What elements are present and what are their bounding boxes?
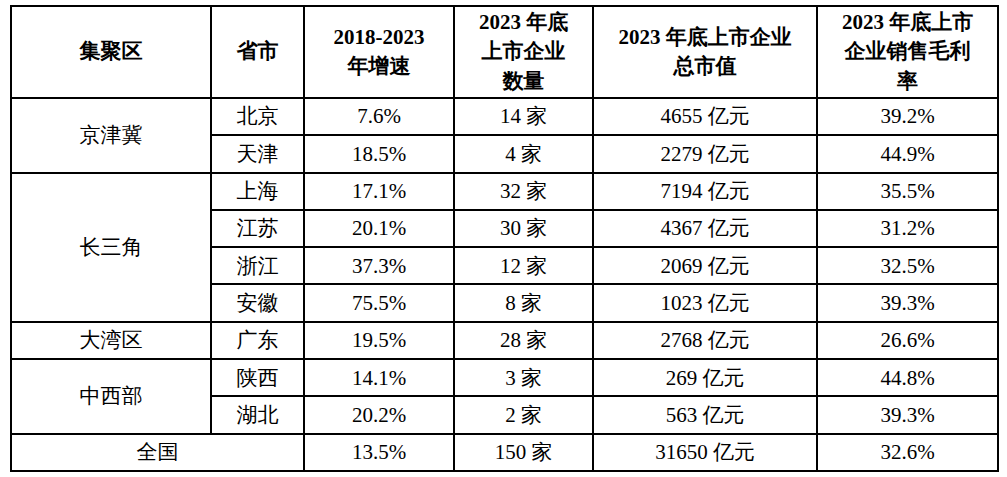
cell-cluster: 大湾区	[11, 322, 211, 359]
cell-marketcap: 7194 亿元	[593, 173, 817, 210]
cell-province: 陕西	[211, 359, 304, 396]
cell-province: 江苏	[211, 210, 304, 247]
cell-province: 安徽	[211, 284, 304, 321]
table-row: 京津冀 北京 7.6% 14 家 4655 亿元 39.2%	[11, 98, 998, 135]
cell-province: 天津	[211, 135, 304, 172]
col-header-count: 2023 年底 上市企业 数量	[454, 6, 593, 98]
cell-marketcap: 2279 亿元	[593, 135, 817, 172]
cell-margin: 39.3%	[817, 396, 998, 433]
cell-growth: 20.2%	[304, 396, 454, 433]
cell-marketcap: 563 亿元	[593, 396, 817, 433]
cell-margin: 26.6%	[817, 322, 998, 359]
cell-count: 3 家	[454, 359, 593, 396]
cell-margin: 32.6%	[817, 434, 998, 471]
cell-margin: 35.5%	[817, 173, 998, 210]
cluster-stats-table: 集聚区 省市 2018-2023 年增速 2023 年底 上市企业 数量 202…	[10, 5, 999, 472]
cell-growth: 37.3%	[304, 247, 454, 284]
cell-count: 32 家	[454, 173, 593, 210]
cell-cluster: 中西部	[11, 359, 211, 434]
cell-marketcap: 2069 亿元	[593, 247, 817, 284]
cell-count: 30 家	[454, 210, 593, 247]
col-header-margin: 2023 年底上市 企业销售毛利 率	[817, 6, 998, 98]
cell-province: 北京	[211, 98, 304, 135]
table-row: 长三角 上海 17.1% 32 家 7194 亿元 35.5%	[11, 173, 998, 210]
table-row: 中西部 陕西 14.1% 3 家 269 亿元 44.8%	[11, 359, 998, 396]
cell-count: 8 家	[454, 284, 593, 321]
cell-growth: 7.6%	[304, 98, 454, 135]
cell-cluster: 长三角	[11, 173, 211, 322]
table-row: 大湾区 广东 19.5% 28 家 2768 亿元 26.6%	[11, 322, 998, 359]
cell-margin: 44.9%	[817, 135, 998, 172]
cell-province: 湖北	[211, 396, 304, 433]
document-page: 集聚区 省市 2018-2023 年增速 2023 年底 上市企业 数量 202…	[0, 0, 1007, 477]
cell-margin: 32.5%	[817, 247, 998, 284]
cell-count: 2 家	[454, 396, 593, 433]
cell-growth: 17.1%	[304, 173, 454, 210]
cell-growth: 18.5%	[304, 135, 454, 172]
cell-count: 14 家	[454, 98, 593, 135]
cell-margin: 31.2%	[817, 210, 998, 247]
cell-total-label: 全国	[11, 434, 304, 471]
cell-count: 28 家	[454, 322, 593, 359]
cell-province: 广东	[211, 322, 304, 359]
cell-cluster: 京津冀	[11, 98, 211, 173]
col-header-marketcap: 2023 年底上市企业 总市值	[593, 6, 817, 98]
cell-count: 12 家	[454, 247, 593, 284]
cell-margin: 39.2%	[817, 98, 998, 135]
cell-growth: 19.5%	[304, 322, 454, 359]
cell-count: 4 家	[454, 135, 593, 172]
cell-growth: 20.1%	[304, 210, 454, 247]
cell-margin: 44.8%	[817, 359, 998, 396]
cell-marketcap: 1023 亿元	[593, 284, 817, 321]
cell-marketcap: 4367 亿元	[593, 210, 817, 247]
cell-marketcap: 2768 亿元	[593, 322, 817, 359]
cell-province: 上海	[211, 173, 304, 210]
cell-growth: 14.1%	[304, 359, 454, 396]
cell-growth: 13.5%	[304, 434, 454, 471]
header-row: 集聚区 省市 2018-2023 年增速 2023 年底 上市企业 数量 202…	[11, 6, 998, 98]
col-header-cluster: 集聚区	[11, 6, 211, 98]
cell-marketcap: 269 亿元	[593, 359, 817, 396]
cell-marketcap: 31650 亿元	[593, 434, 817, 471]
table-row-total: 全国 13.5% 150 家 31650 亿元 32.6%	[11, 434, 998, 471]
cell-province: 浙江	[211, 247, 304, 284]
col-header-growth: 2018-2023 年增速	[304, 6, 454, 98]
cell-growth: 75.5%	[304, 284, 454, 321]
cell-marketcap: 4655 亿元	[593, 98, 817, 135]
cell-margin: 39.3%	[817, 284, 998, 321]
col-header-province: 省市	[211, 6, 304, 98]
cell-count: 150 家	[454, 434, 593, 471]
